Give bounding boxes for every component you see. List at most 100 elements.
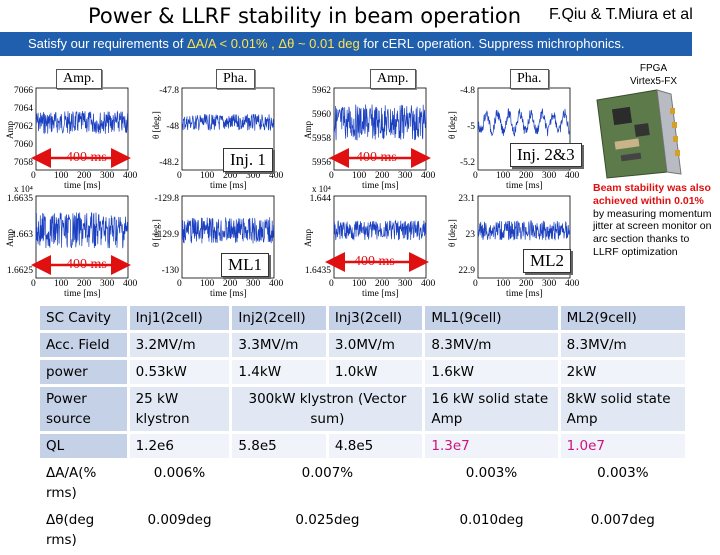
table-cell: 3.3MV/m: [232, 333, 326, 357]
x-tick-label: 200: [77, 279, 92, 289]
y-tick-label: 1.6435: [304, 266, 331, 276]
plot-title-pha: Pha.: [216, 69, 255, 89]
table-cell: 3.2MV/m: [129, 333, 230, 357]
note-body: by measuring momentum jitter at screen m…: [593, 207, 712, 258]
x-axis-label: time [ms]: [506, 181, 543, 191]
x-tick-label: 200: [375, 171, 390, 181]
x-tick-label: 400: [269, 279, 284, 289]
authors: F.Qiu & T.Miura et al: [549, 6, 693, 23]
table-cell: 0.007deg: [560, 508, 685, 552]
banner-prefix: Satisfy our requirements of: [28, 36, 187, 51]
y-tick-label: 7058: [14, 158, 33, 168]
callout-ml1: ML1: [221, 253, 269, 277]
table-cell: 5.8e5: [232, 434, 326, 458]
axis-exponent: x 10⁴: [14, 184, 33, 194]
y-tick-label: 5956: [312, 158, 331, 168]
plot-title-pha: Pha.: [510, 69, 549, 89]
x-tick-label: 100: [496, 279, 511, 289]
duration-label-c: 400 ms: [66, 257, 107, 272]
requirements-banner: Satisfy our requirements of ΔA/A < 0.01%…: [0, 32, 692, 56]
x-tick-label: 300: [398, 171, 413, 181]
plot-title-amp: Amp.: [370, 69, 416, 89]
x-tick-label: 0: [473, 171, 478, 181]
table-cell: 8.3MV/m: [560, 333, 685, 357]
table-cell: 8.3MV/m: [425, 333, 558, 357]
y-tick-label: 1.6625: [6, 266, 33, 276]
signal-trace: [333, 219, 427, 241]
x-tick-label: 400: [123, 171, 138, 181]
y-tick-label: 1.663: [11, 230, 33, 240]
table-cell: 2kW: [560, 360, 685, 384]
plot-title-amp: Amp.: [56, 69, 102, 89]
y-tick-label: 23.1: [458, 194, 475, 204]
x-tick-label: 200: [223, 279, 238, 289]
x-axis-label: time [ms]: [506, 289, 543, 299]
fpga-model: Virtex5-FX: [630, 76, 678, 87]
y-tick-label: -5: [467, 122, 475, 132]
x-tick-label: 100: [200, 171, 215, 181]
table-cell: 1.2e6: [129, 434, 230, 458]
x-tick-label: 100: [352, 279, 367, 289]
x-tick-label: 200: [77, 171, 92, 181]
table-row: ΔA/A(% rms) 0.006% 0.007% 0.003% 0.003%: [40, 461, 685, 505]
x-tick-label: 200: [519, 279, 534, 289]
banner-requirement: ΔA/A < 0.01% , Δθ ~ 0.01 deg: [186, 36, 360, 51]
x-tick-label: 100: [200, 279, 215, 289]
beam-stability-note: Beam stability was also achieved within …: [593, 182, 715, 259]
table-cell: 0.010deg: [425, 508, 558, 552]
fpga-caption: FPGA Virtex5-FX: [630, 62, 677, 88]
x-tick-label: 300: [542, 171, 557, 181]
y-tick-label: -4.8: [459, 86, 475, 96]
y-tick-label: -47.8: [159, 86, 179, 96]
row-label: Δθ(deg rms): [40, 508, 127, 552]
y-tick-label: 5960: [312, 110, 331, 120]
x-tick-label: 300: [100, 171, 115, 181]
x-axis-label: time [ms]: [64, 289, 101, 299]
x-tick-label: 0: [31, 279, 36, 289]
table-cell: 25 kW klystron: [129, 387, 230, 431]
table-cell: 3.0MV/m: [328, 333, 423, 357]
callout-ml2: ML2: [523, 249, 571, 273]
header-cell: Inj3(2cell): [328, 306, 423, 330]
table-row: QL 1.2e6 5.8e5 4.8e5 1.3e7 1.0e7: [40, 434, 685, 458]
y-tick-label: 5958: [312, 134, 331, 144]
page-title: Power & LLRF stability in beam operation: [88, 4, 522, 28]
x-tick-label: 300: [246, 171, 261, 181]
x-tick-label: 200: [519, 171, 534, 181]
duration-label-a: 400 ms: [66, 150, 107, 165]
table-row: Δθ(deg rms) 0.009deg 0.025deg 0.010deg 0…: [40, 508, 685, 552]
table-cell: 0.006%: [129, 461, 230, 505]
y-tick-label: 7060: [14, 140, 33, 150]
table-cell: 1.0kW: [328, 360, 423, 384]
header-cell: Inj1(2cell): [129, 306, 230, 330]
row-label: ΔA/A(% rms): [40, 461, 127, 505]
x-tick-label: 300: [246, 279, 261, 289]
header-cell: Inj2(2cell): [232, 306, 326, 330]
x-axis-label: time [ms]: [64, 181, 101, 191]
row-label: QL: [40, 434, 127, 458]
x-tick-label: 300: [542, 279, 557, 289]
y-tick-label: 7066: [14, 86, 33, 96]
table-cell: 0.53kW: [129, 360, 230, 384]
header-cell: SC Cavity: [40, 306, 127, 330]
table-row: power 0.53kW 1.4kW 1.0kW 1.6kW 2kW: [40, 360, 685, 384]
x-tick-label: 100: [54, 171, 69, 181]
row-label: Acc. Field: [40, 333, 127, 357]
signal-trace: [35, 211, 129, 249]
x-tick-label: 200: [375, 279, 390, 289]
table-cell: 0.009deg: [129, 508, 230, 552]
x-tick-label: 400: [269, 171, 284, 181]
fpga-label: FPGA: [639, 63, 668, 74]
table-cell: 1.6kW: [425, 360, 558, 384]
fpga-board-image: [593, 88, 687, 180]
table-cell: 0.007%: [232, 461, 423, 505]
y-tick-label: 1.6635: [6, 194, 33, 204]
x-tick-label: 400: [123, 279, 138, 289]
x-axis-label: time [ms]: [210, 181, 247, 191]
y-tick-label: -48: [166, 122, 179, 132]
y-tick-label: 1.644: [309, 194, 331, 204]
x-axis-label: time [ms]: [210, 289, 247, 299]
signal-trace: [333, 104, 427, 141]
y-tick-label: -129.8: [154, 194, 179, 204]
table-cell: 1.4kW: [232, 360, 326, 384]
